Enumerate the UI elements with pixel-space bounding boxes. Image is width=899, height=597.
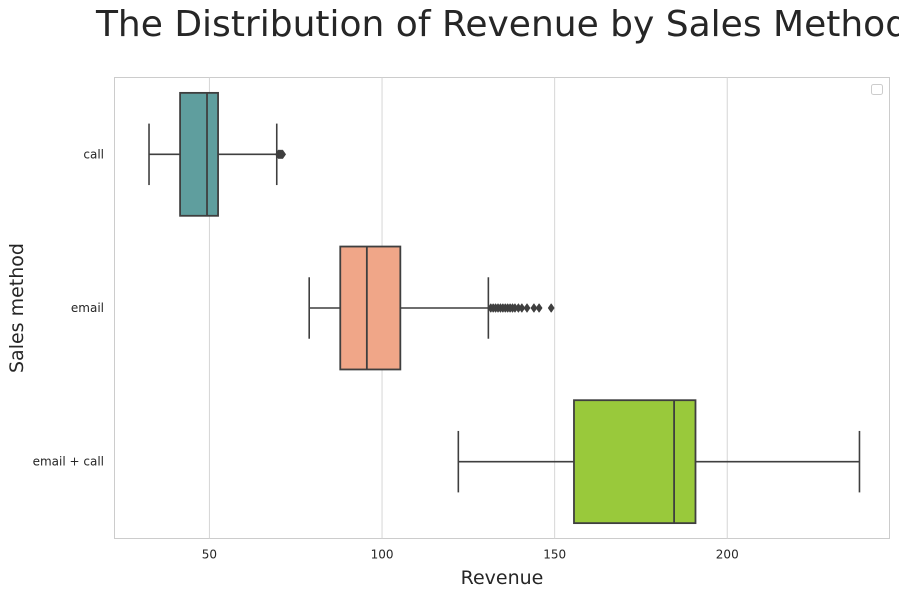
box-group xyxy=(148,91,287,217)
boxes xyxy=(148,91,861,525)
outlier-point xyxy=(530,303,538,313)
y-tick-label: email + call xyxy=(33,455,104,469)
outlier-point xyxy=(547,303,555,313)
y-tick-label: email xyxy=(71,301,104,315)
x-tick-label: 150 xyxy=(543,548,566,562)
outlier-point xyxy=(518,303,526,313)
x-tick-label: 200 xyxy=(716,548,739,562)
legend-box xyxy=(871,84,883,95)
y-tick-label: call xyxy=(83,147,104,161)
x-tick-label: 50 xyxy=(202,548,217,562)
x-tick-label: 100 xyxy=(371,548,394,562)
iqr-box xyxy=(179,91,219,217)
box-group xyxy=(457,399,861,525)
chart-title: The Distribution of Revenue by Sales Met… xyxy=(95,4,899,45)
tick-labels: 50 100 150 200 call email email + call xyxy=(33,147,739,561)
x-axis-label: Revenue xyxy=(461,567,544,589)
outlier-point xyxy=(279,149,287,160)
outlier-point xyxy=(523,303,531,313)
box-group xyxy=(308,245,555,371)
iqr-box xyxy=(573,399,697,525)
y-axis-label: Sales method xyxy=(6,243,28,373)
iqr-box xyxy=(339,245,402,371)
outlier-point xyxy=(535,303,543,313)
